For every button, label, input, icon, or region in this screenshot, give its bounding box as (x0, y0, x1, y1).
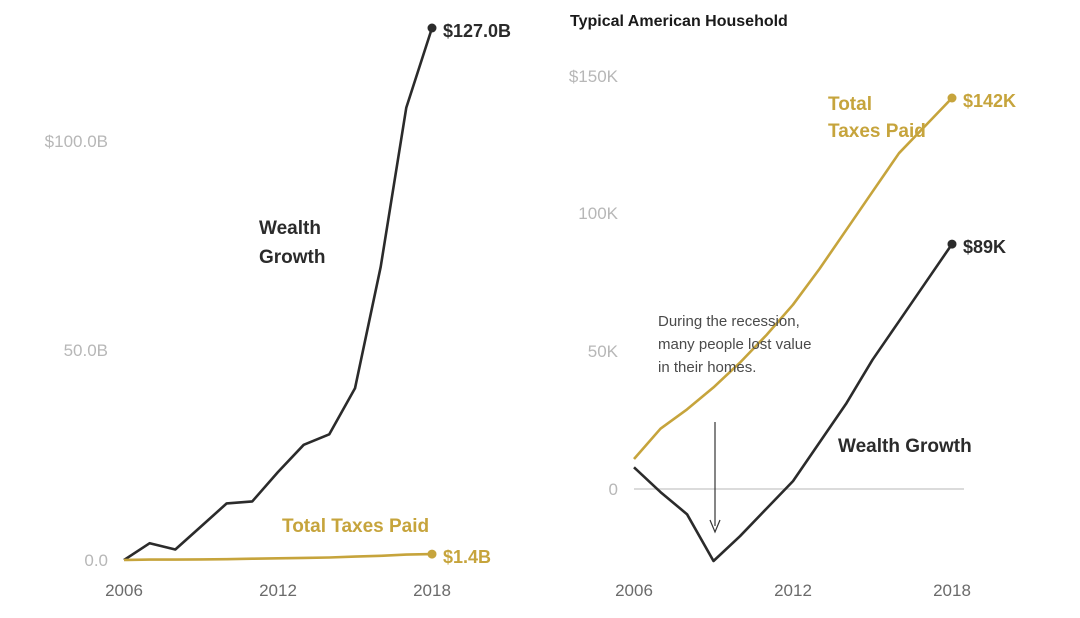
left-taxes-label: Total Taxes Paid (282, 516, 429, 537)
left-wealth-end-label: $127.0B (443, 21, 511, 41)
left-series-group (123, 23, 437, 562)
right-series-line-0 (633, 97, 953, 460)
right-taxes-end-label: $142K (963, 91, 1016, 111)
left-series-line-1 (123, 552, 433, 562)
right-ytick-1: 50K (588, 342, 619, 361)
left-series-line-0 (123, 27, 434, 562)
right-taxes-label-line1: Total (828, 94, 872, 115)
right-xtick-2: 2018 (933, 581, 971, 600)
left-wealth-label-line1: Wealth (259, 218, 321, 239)
left-ytick-0: 0.0 (84, 551, 108, 570)
annotation-line2: many people lost value (658, 336, 811, 353)
right-xtick-1: 2012 (774, 581, 812, 600)
right-series-endpoint-0 (947, 93, 957, 103)
left-taxes-end-label: $1.4B (443, 547, 491, 567)
right-chart-title: Typical American Household (570, 13, 788, 30)
left-wealth-label-line2: Growth (259, 247, 326, 268)
right-wealth-label: Wealth Growth (838, 436, 972, 457)
annotation-arrow-head (709, 519, 721, 534)
left-xtick-2: 2018 (413, 581, 451, 600)
right-ytick-3: $150K (569, 67, 619, 86)
right-taxes-label-line2: Taxes Paid (828, 121, 926, 142)
left-ytick-1: 50.0B (64, 341, 108, 360)
right-chart: Typical American Household 0 50K 100K $1… (569, 13, 1016, 600)
right-xtick-0: 2006 (615, 581, 653, 600)
annotation-line1: During the recession, (658, 313, 800, 330)
left-ytick-2: $100.0B (45, 132, 108, 151)
right-series-line-1 (633, 243, 954, 563)
annotation-line3: in their homes. (658, 359, 756, 376)
left-xtick-0: 2006 (105, 581, 143, 600)
left-xtick-1: 2012 (259, 581, 297, 600)
right-ytick-2: 100K (578, 204, 618, 223)
left-series-endpoint-1 (427, 549, 437, 559)
right-ytick-0: 0 (609, 480, 618, 499)
right-wealth-end-label: $89K (963, 237, 1006, 257)
left-chart: 0.0 50.0B $100.0B 2006 2012 2018 Wealth … (45, 21, 511, 600)
left-series-endpoint-0 (427, 23, 437, 33)
right-series-endpoint-1 (947, 239, 957, 249)
right-series-group (633, 93, 957, 563)
